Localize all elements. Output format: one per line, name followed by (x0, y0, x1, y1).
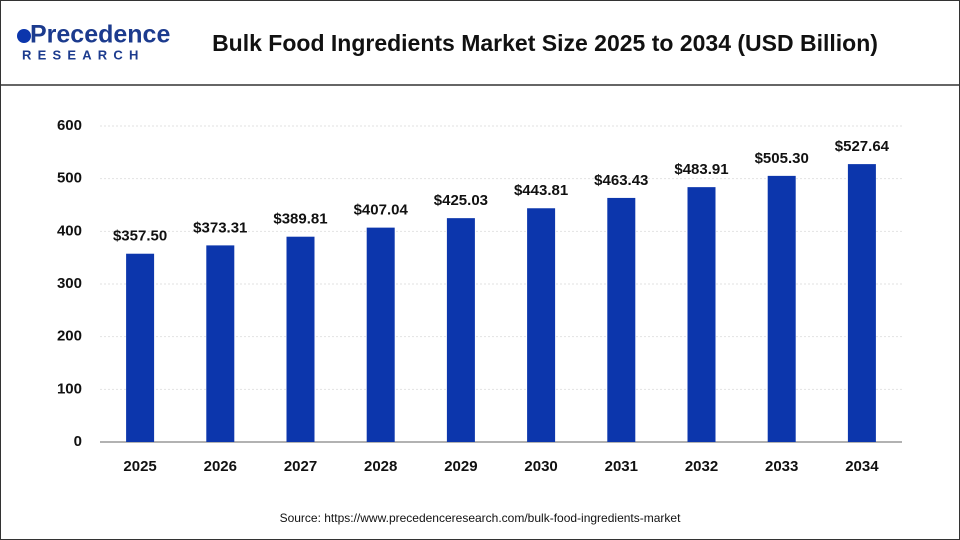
y-tick-label: 600 (57, 117, 82, 134)
value-label: $443.81 (514, 182, 568, 199)
x-tick-label: 2033 (765, 458, 798, 475)
y-tick-label: 200 (57, 328, 82, 345)
x-tick-label: 2027 (284, 458, 317, 475)
x-tick-label: 2031 (605, 458, 638, 475)
bar (527, 208, 556, 442)
y-tick-label: 100 (57, 380, 82, 397)
logo-name: Precedence (30, 21, 170, 49)
bar (607, 197, 636, 442)
bar (206, 245, 235, 442)
value-label: $389.81 (273, 211, 327, 228)
bar (286, 236, 315, 442)
value-label: $463.43 (594, 172, 648, 189)
logo-sub: RESEARCH (22, 47, 145, 62)
value-label: $357.50 (113, 228, 167, 245)
value-label: $505.30 (755, 150, 809, 167)
y-tick-label: 300 (57, 275, 82, 292)
value-label: $407.04 (354, 202, 409, 219)
x-tick-label: 2028 (364, 458, 397, 475)
x-tick-label: 2026 (204, 458, 237, 475)
x-tick-label: 2032 (685, 458, 718, 475)
value-label: $483.91 (674, 161, 728, 178)
chart-title: Bulk Food Ingredients Market Size 2025 t… (212, 30, 878, 56)
logo: Precedence RESEARCH (17, 21, 170, 62)
bar (767, 175, 796, 442)
bar (366, 227, 395, 442)
source: Source: https://www.precedenceresearch.c… (280, 511, 682, 525)
x-tick-label: 2030 (524, 458, 557, 475)
bar (847, 164, 876, 442)
logo-icon (17, 29, 31, 43)
y-tick-label: 500 (57, 170, 82, 187)
value-label: $373.31 (193, 219, 247, 236)
value-label: $527.64 (835, 138, 890, 155)
value-label: $425.03 (434, 192, 488, 209)
bar (126, 253, 155, 442)
bar (446, 218, 475, 442)
bar (687, 187, 716, 442)
x-tick-label: 2034 (845, 458, 879, 475)
y-tick-label: 400 (57, 222, 82, 239)
x-tick-label: 2025 (123, 458, 156, 475)
y-tick-label: 0 (74, 433, 82, 450)
x-tick-label: 2029 (444, 458, 477, 475)
